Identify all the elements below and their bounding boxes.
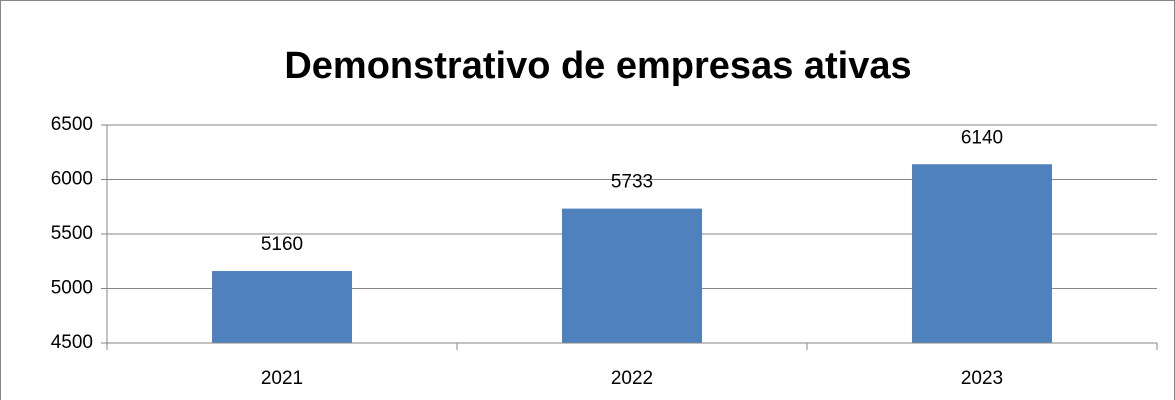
- y-tick-label: 6500: [51, 114, 93, 135]
- chart-title: Demonstrativo de empresas ativas: [284, 45, 911, 87]
- bar: [562, 208, 702, 343]
- x-tick-label: 2022: [611, 368, 653, 389]
- data-label: 5160: [261, 234, 303, 255]
- y-tick-label: 6000: [51, 169, 93, 190]
- x-tick-label: 2023: [961, 368, 1003, 389]
- bar: [212, 271, 352, 343]
- y-tick-label: 5000: [51, 278, 93, 299]
- data-label: 5733: [611, 172, 653, 193]
- y-tick-label: 5500: [51, 223, 93, 244]
- y-tick-label: 4500: [51, 332, 93, 353]
- bar: [912, 164, 1052, 343]
- x-tick-label: 2021: [261, 368, 303, 389]
- data-label: 6140: [961, 127, 1003, 148]
